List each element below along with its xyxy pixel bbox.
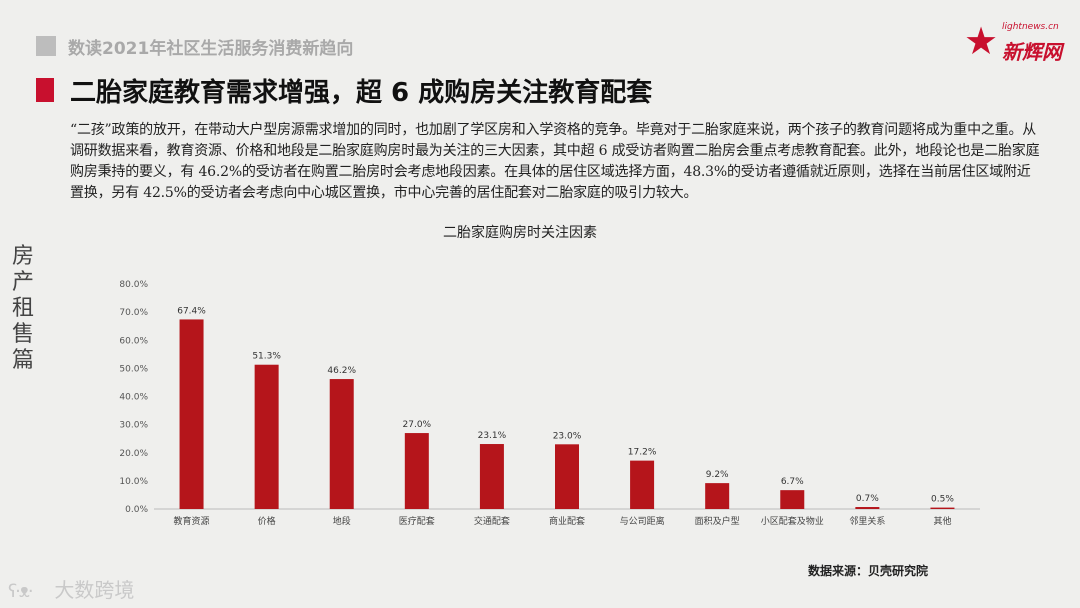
bar (404, 433, 429, 509)
title-accent-bar (36, 78, 54, 102)
data-label: 23.0% (553, 431, 582, 441)
x-tick-label: 其他 (933, 515, 951, 527)
header-subtitle: 数读2021年社区生活服务消费新趋向 (68, 39, 354, 59)
data-label: 17.2% (628, 448, 657, 458)
bar (555, 444, 579, 509)
data-source: 数据来源：贝壳研究院 (808, 564, 929, 578)
y-tick-label: 0.0% (125, 505, 148, 515)
site-logo[interactable]: ★ lightnews.cn 新辉网 (958, 14, 1068, 74)
x-tick-label: 医疗配套 (399, 515, 435, 527)
x-tick-label: 地段 (333, 515, 351, 527)
bear-logo-icon: ʕ·ᴥ· (8, 581, 34, 602)
y-tick-label: 40.0% (119, 393, 148, 403)
x-tick-label: 交通配套 (474, 515, 510, 527)
bar (705, 483, 730, 509)
y-tick-label: 50.0% (119, 364, 148, 374)
side-label-char: 售 (11, 322, 34, 347)
side-label-char: 产 (11, 270, 34, 295)
intro-paragraph: “二孩”政策的放开，在带动大户型房源需求增加的同时，也加剧了学区房和入学资格的竞… (70, 122, 1040, 201)
y-tick-label: 30.0% (119, 421, 148, 431)
side-label-char: 房 (11, 244, 34, 269)
section-side-label: 房 产 租 售 篇 (8, 244, 38, 374)
watermark: ʕ·ᴥ· 大数跨境 (8, 574, 134, 603)
data-label: 67.4% (177, 306, 206, 316)
data-label: 6.7% (781, 477, 804, 487)
x-tick-label: 小区配套及物业 (761, 515, 824, 527)
side-label-char: 篇 (11, 348, 34, 373)
logo-name: 新辉网 (1002, 40, 1062, 64)
star-logo-icon: ★ (964, 19, 999, 63)
bar (179, 319, 204, 509)
side-label-char: 租 (11, 296, 34, 321)
y-tick-label: 20.0% (119, 449, 148, 459)
data-label: 51.3% (252, 352, 281, 362)
y-tick-label: 80.0% (119, 280, 148, 290)
bar (780, 490, 805, 509)
y-tick-label: 70.0% (119, 308, 148, 318)
data-label: 9.2% (706, 470, 729, 480)
data-label: 0.7% (856, 494, 879, 504)
data-label: 46.2% (327, 366, 356, 376)
bar (479, 444, 504, 509)
chart-title: 二胎家庭购房时关注因素 (443, 224, 597, 241)
bar (254, 364, 279, 509)
logo-url-text: lightnews.cn (1002, 22, 1059, 32)
x-tick-label: 商业配套 (549, 515, 585, 527)
page-title: 二胎家庭教育需求增强，超 6 成购房关注教育配套 (70, 78, 653, 108)
x-tick-label: 邻里关系 (849, 515, 885, 527)
y-tick-label: 10.0% (119, 477, 148, 487)
header-square-icon (36, 36, 56, 56)
bar (930, 507, 955, 509)
bar (630, 460, 655, 509)
x-tick-label: 价格 (258, 515, 276, 527)
data-label: 0.5% (931, 495, 954, 505)
bar (329, 379, 354, 509)
watermark-text: 大数跨境 (54, 578, 135, 602)
data-label: 23.1% (478, 431, 507, 441)
x-tick-label: 面积及户型 (695, 515, 740, 527)
x-tick-label: 与公司距离 (620, 515, 665, 527)
x-tick-label: 教育资源 (174, 515, 210, 527)
bar (855, 507, 880, 509)
bar-chart: 二胎家庭购房时关注因素 0.0% 10.0% 20.0% 30.0% 40.0% 50.0%… (119, 224, 980, 527)
y-tick-label: 60.0% (119, 336, 148, 346)
data-label: 27.0% (403, 420, 432, 430)
